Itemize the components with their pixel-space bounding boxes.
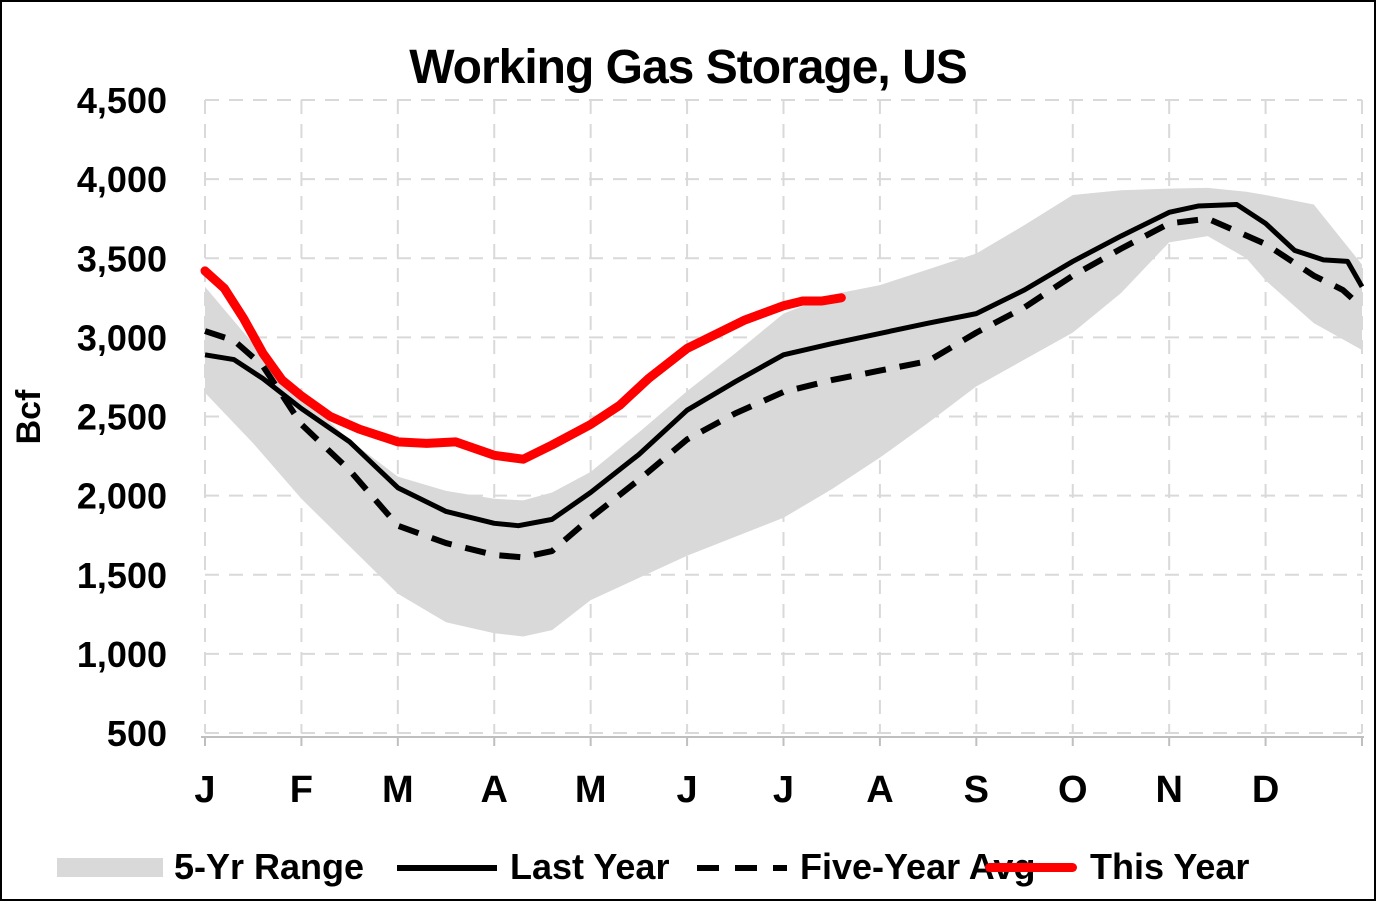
y-tick-label: 3,500 bbox=[77, 238, 167, 279]
legend-label-last-year: Last Year bbox=[510, 846, 670, 887]
x-tick-label: M bbox=[382, 769, 414, 811]
this-year-line-swatch bbox=[985, 863, 1077, 872]
legend: 5-Yr Range Last Year Five-Year Avg This … bbox=[2, 848, 1374, 892]
y-tick-label: 4,500 bbox=[77, 80, 167, 121]
x-tick-label: J bbox=[677, 769, 698, 811]
x-tick-label: N bbox=[1155, 769, 1182, 811]
x-tick-label: J bbox=[773, 769, 794, 811]
last-year-line bbox=[204, 201, 1365, 529]
x-axis bbox=[201, 736, 1364, 746]
x-tick-label: M bbox=[575, 769, 607, 811]
chart-title: Working Gas Storage, US bbox=[409, 41, 968, 94]
x-tick-label: D bbox=[1252, 769, 1279, 811]
x-tick-label: J bbox=[194, 769, 215, 811]
x-tick-label: O bbox=[1058, 769, 1088, 811]
x-tick-label: S bbox=[964, 769, 989, 811]
y-tick-label: 1,000 bbox=[77, 634, 167, 675]
this-year-line bbox=[200, 266, 846, 464]
five-year-avg-line bbox=[204, 215, 1365, 561]
y-tick-label: 2,500 bbox=[77, 397, 167, 438]
y-axis-title: Bcf bbox=[10, 389, 48, 444]
x-tick-label: A bbox=[481, 769, 508, 811]
legend-label-this-year: This Year bbox=[1090, 846, 1250, 887]
x-tick-label: F bbox=[290, 769, 313, 811]
five-year-range-swatch bbox=[57, 858, 163, 877]
x-tick-label: A bbox=[866, 769, 893, 811]
y-tick-label: 500 bbox=[107, 713, 167, 754]
last-year-line-swatch bbox=[397, 865, 497, 871]
y-tick-labels: 500 1,000 1,500 2,000 2,500 3,000 3,500 4,000 4,… bbox=[77, 80, 167, 754]
y-tick-label: 2,000 bbox=[77, 476, 167, 517]
y-tick-label: 1,500 bbox=[77, 555, 167, 596]
y-tick-label: 3,000 bbox=[77, 317, 167, 358]
five-year-avg-line-swatch bbox=[697, 865, 787, 871]
legend-label-five-year-range: 5-Yr Range bbox=[174, 846, 365, 887]
y-tick-label: 4,000 bbox=[77, 159, 167, 200]
